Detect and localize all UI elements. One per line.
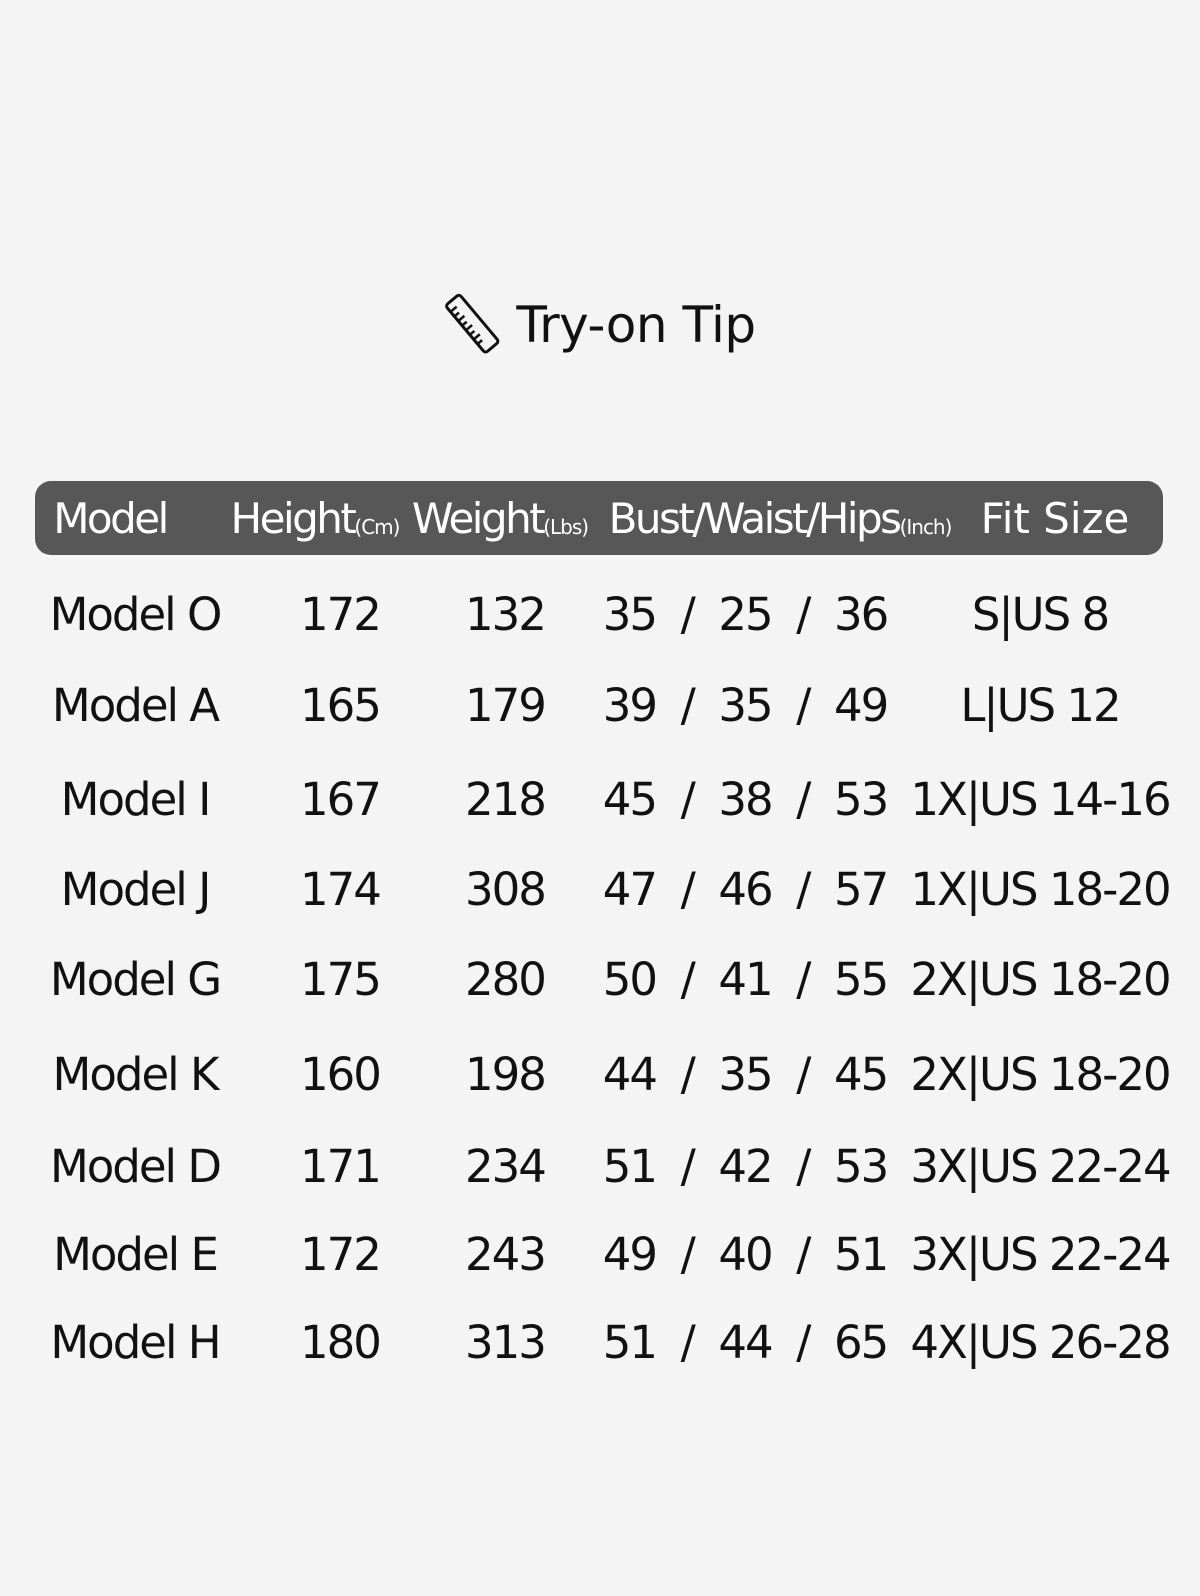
table-row: Model D 171 234 51 / 42 / 53 3X|US 22-24 bbox=[0, 1136, 1200, 1196]
cell-model: Model D bbox=[49, 1139, 222, 1193]
cell-fit: 2X|US 18-20 bbox=[910, 1047, 1171, 1101]
cell-bwh: 51 / 42 / 53 bbox=[602, 1139, 890, 1193]
header-bust-waist-hips: Bust/Waist/Hips (Inch) bbox=[608, 493, 953, 543]
cell-fit: 4X|US 26-28 bbox=[910, 1315, 1171, 1369]
cell-height: 160 bbox=[300, 1047, 382, 1101]
title-text: Try-on Tip bbox=[516, 296, 756, 354]
table-row: Model I 167 218 45 / 38 / 53 1X|US 14-16 bbox=[0, 769, 1200, 829]
cell-weight: 308 bbox=[465, 862, 547, 916]
page-title: Try-on Tip bbox=[0, 290, 1200, 360]
header-weight: Weight (Lbs) bbox=[411, 493, 589, 543]
cell-height: 165 bbox=[300, 678, 382, 732]
cell-weight: 198 bbox=[465, 1047, 547, 1101]
cell-fit: 3X|US 22-24 bbox=[910, 1227, 1171, 1281]
cell-bwh: 35 / 25 / 36 bbox=[602, 587, 890, 641]
cell-bwh: 47 / 46 / 57 bbox=[602, 862, 890, 916]
cell-model: Model H bbox=[50, 1315, 221, 1369]
cell-height: 172 bbox=[300, 1227, 382, 1281]
ruler-icon bbox=[444, 290, 502, 360]
table-row: Model H 180 313 51 / 44 / 65 4X|US 26-28 bbox=[0, 1312, 1200, 1372]
cell-weight: 132 bbox=[465, 587, 547, 641]
header-model: Model bbox=[53, 493, 169, 543]
table-row: Model A 165 179 39 / 35 / 49 L|US 12 bbox=[0, 675, 1200, 735]
cell-weight: 313 bbox=[465, 1315, 547, 1369]
table-row: Model J 174 308 47 / 46 / 57 1X|US 18-20 bbox=[0, 859, 1200, 919]
cell-weight: 179 bbox=[465, 678, 547, 732]
cell-model: Model K bbox=[52, 1047, 220, 1101]
cell-model: Model J bbox=[60, 862, 212, 916]
cell-model: Model G bbox=[49, 952, 222, 1006]
table-row: Model K 160 198 44 / 35 / 45 2X|US 18-20 bbox=[0, 1044, 1200, 1104]
cell-weight: 280 bbox=[465, 952, 547, 1006]
cell-fit: 1X|US 18-20 bbox=[910, 862, 1171, 916]
header-height: Height (Cm) bbox=[230, 493, 401, 543]
cell-height: 174 bbox=[300, 862, 382, 916]
cell-bwh: 51 / 44 / 65 bbox=[602, 1315, 890, 1369]
cell-bwh: 49 / 40 / 51 bbox=[602, 1227, 890, 1281]
header-fit-size: Fit Size bbox=[980, 493, 1130, 543]
cell-weight: 234 bbox=[465, 1139, 547, 1193]
cell-weight: 218 bbox=[465, 772, 547, 826]
cell-fit: 1X|US 14-16 bbox=[910, 772, 1171, 826]
cell-fit: S|US 8 bbox=[971, 587, 1110, 641]
cell-height: 172 bbox=[300, 587, 382, 641]
cell-height: 171 bbox=[300, 1139, 382, 1193]
cell-bwh: 45 / 38 / 53 bbox=[602, 772, 890, 826]
cell-model: Model O bbox=[49, 587, 223, 641]
table-row: Model E 172 243 49 / 40 / 51 3X|US 22-24 bbox=[0, 1224, 1200, 1284]
cell-weight: 243 bbox=[465, 1227, 547, 1281]
cell-bwh: 39 / 35 / 49 bbox=[602, 678, 890, 732]
cell-fit: 3X|US 22-24 bbox=[910, 1139, 1171, 1193]
cell-height: 180 bbox=[300, 1315, 382, 1369]
cell-bwh: 50 / 41 / 55 bbox=[602, 952, 890, 1006]
cell-model: Model I bbox=[60, 772, 212, 826]
table-row: Model O 172 132 35 / 25 / 36 S|US 8 bbox=[0, 584, 1200, 644]
table-header: Model Height (Cm) Weight (Lbs) Bust/Waist/… bbox=[35, 481, 1163, 555]
cell-fit: L|US 12 bbox=[960, 678, 1121, 732]
cell-model: Model E bbox=[53, 1227, 219, 1281]
table-row: Model G 175 280 50 / 41 / 55 2X|US 18-20 bbox=[0, 949, 1200, 1009]
cell-model: Model A bbox=[51, 678, 220, 732]
cell-height: 167 bbox=[300, 772, 382, 826]
cell-height: 175 bbox=[300, 952, 382, 1006]
cell-bwh: 44 / 35 / 45 bbox=[602, 1047, 890, 1101]
cell-fit: 2X|US 18-20 bbox=[910, 952, 1171, 1006]
